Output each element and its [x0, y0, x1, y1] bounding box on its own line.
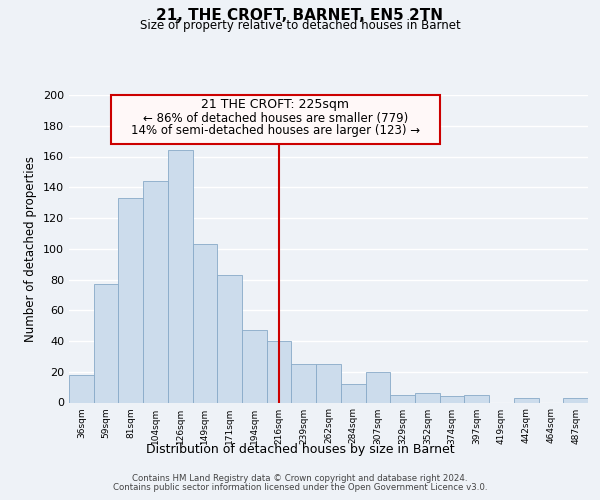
Bar: [168, 150, 193, 402]
Text: Size of property relative to detached houses in Barnet: Size of property relative to detached ho…: [140, 18, 460, 32]
Bar: [464, 395, 489, 402]
Text: Contains public sector information licensed under the Open Government Licence v3: Contains public sector information licen…: [113, 484, 487, 492]
Bar: [94, 284, 118, 403]
Bar: [217, 275, 242, 402]
Bar: [292, 364, 316, 403]
Bar: [415, 394, 440, 402]
Text: Contains HM Land Registry data © Crown copyright and database right 2024.: Contains HM Land Registry data © Crown c…: [132, 474, 468, 483]
Bar: [193, 244, 217, 402]
Bar: [390, 395, 415, 402]
Bar: [341, 384, 365, 402]
Y-axis label: Number of detached properties: Number of detached properties: [25, 156, 37, 342]
Bar: [143, 181, 168, 402]
Text: ← 86% of detached houses are smaller (779): ← 86% of detached houses are smaller (77…: [143, 112, 408, 125]
Text: Distribution of detached houses by size in Barnet: Distribution of detached houses by size …: [146, 442, 454, 456]
Text: 14% of semi-detached houses are larger (123) →: 14% of semi-detached houses are larger (…: [131, 124, 420, 137]
Bar: [563, 398, 588, 402]
Text: 21, THE CROFT, BARNET, EN5 2TN: 21, THE CROFT, BARNET, EN5 2TN: [157, 8, 443, 22]
Bar: [69, 375, 94, 402]
Bar: [118, 198, 143, 402]
Text: 21 THE CROFT: 225sqm: 21 THE CROFT: 225sqm: [202, 98, 349, 111]
Bar: [514, 398, 539, 402]
Bar: [267, 341, 292, 402]
Bar: [365, 372, 390, 402]
Bar: [242, 330, 267, 402]
Bar: [440, 396, 464, 402]
Bar: [316, 364, 341, 403]
FancyBboxPatch shape: [111, 95, 440, 144]
